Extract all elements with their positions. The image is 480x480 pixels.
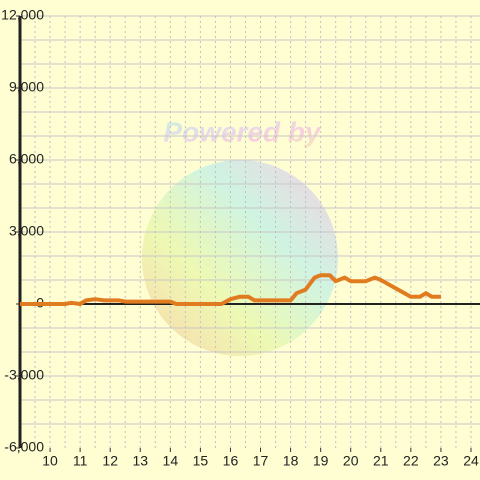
x-tick-label: 18 [283, 453, 299, 469]
x-tick-label: 21 [373, 453, 389, 469]
x-tick-label: 10 [42, 453, 58, 469]
y-tick-label: -6,000 [4, 439, 44, 455]
x-tick-label: 23 [433, 453, 449, 469]
x-tick-label: 12 [102, 453, 118, 469]
x-tick-label: 13 [132, 453, 148, 469]
data-line [20, 273, 441, 306]
y-tick-label: 6,000 [9, 151, 44, 167]
x-tick-label: 15 [193, 453, 209, 469]
x-tick-label: 11 [73, 453, 88, 469]
y-tick-label: 9,000 [9, 79, 44, 95]
x-tick-label: 22 [403, 453, 419, 469]
x-tick-label: 19 [313, 453, 329, 469]
x-tick-label: 17 [253, 453, 269, 469]
x-tick-label: 16 [223, 453, 239, 469]
watermark: Powered by [142, 116, 338, 356]
y-tick-label: 12,000 [1, 7, 44, 23]
x-tick-label: 14 [163, 453, 179, 469]
y-tick-label: 3,000 [9, 223, 44, 239]
watermark-text: Powered by [163, 116, 322, 147]
x-tick-label: 24 [463, 453, 479, 469]
x-tick-label: 20 [343, 453, 359, 469]
y-tick-label: -3,000 [4, 367, 44, 383]
watermark-logo [142, 160, 338, 356]
